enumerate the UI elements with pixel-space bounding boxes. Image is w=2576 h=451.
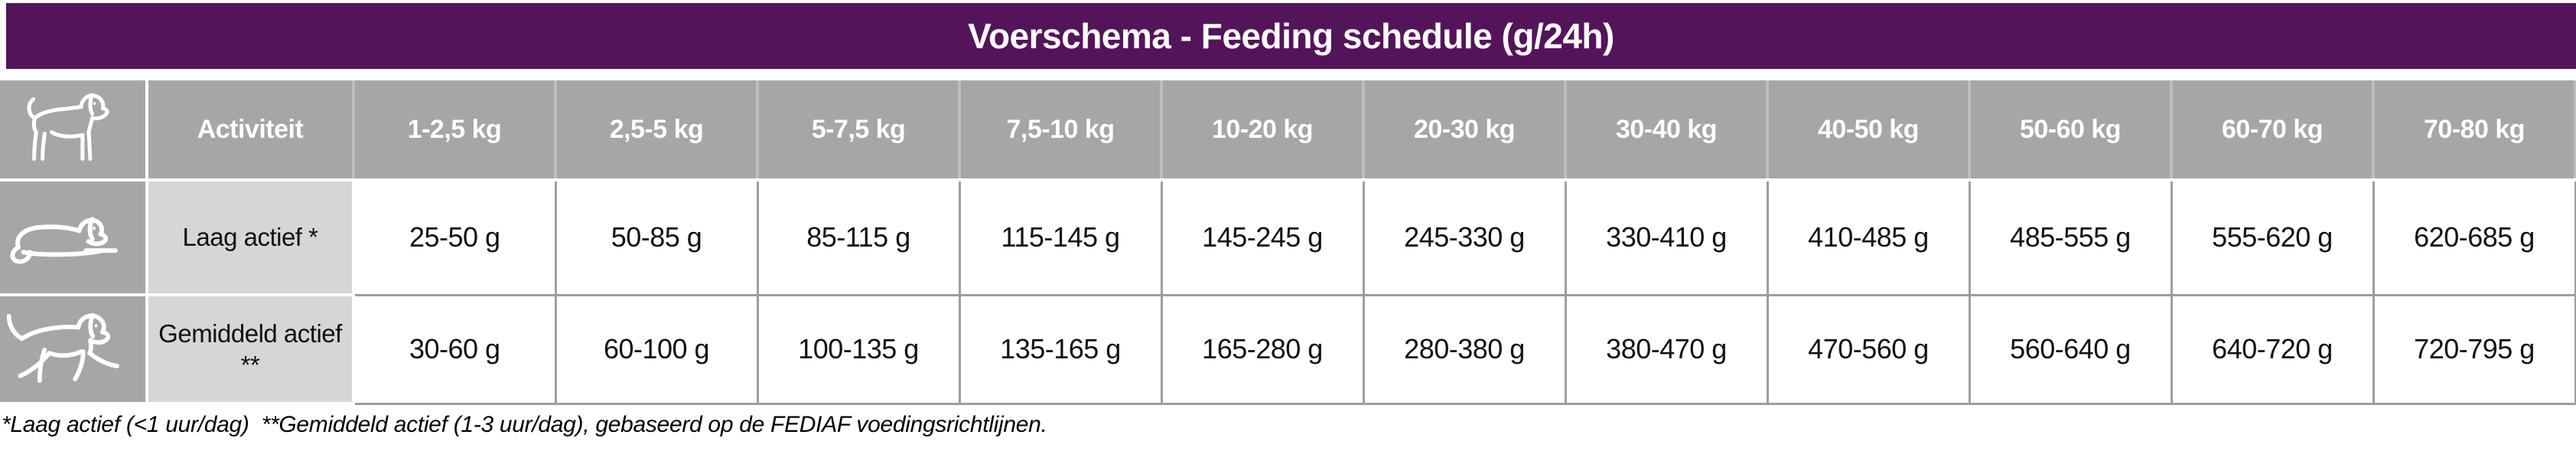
standing-dog-icon bbox=[27, 93, 109, 162]
weight-header-4: 10-20 kg bbox=[1161, 80, 1365, 181]
value-med-4: 165-280 g bbox=[1161, 295, 1365, 405]
activity-label-low: Laag actief * bbox=[147, 180, 355, 296]
title-bar: Voerschema - Feeding schedule (g/24h) bbox=[6, 3, 2576, 69]
value-low-2: 85-115 g bbox=[757, 180, 961, 296]
weight-header-1: 2,5-5 kg bbox=[555, 80, 759, 181]
value-med-1: 60-100 g bbox=[555, 295, 759, 405]
value-med-8: 560-640 g bbox=[1969, 295, 2173, 405]
lying-dog-icon-cell bbox=[0, 180, 148, 296]
activity-label-medium: Gemiddeld actief ** bbox=[147, 295, 355, 405]
weight-header-10: 70-80 kg bbox=[2373, 80, 2576, 181]
table-row-low-active: Laag actief * 25-50 g 50-85 g 85-115 g 1… bbox=[0, 180, 2576, 296]
weight-header-8: 50-60 kg bbox=[1969, 80, 2173, 181]
value-med-3: 135-165 g bbox=[959, 295, 1163, 405]
lying-dog-icon bbox=[10, 217, 118, 264]
feeding-schedule-table: Activiteit 1-2,5 kg 2,5-5 kg 5-7,5 kg 7,… bbox=[0, 80, 2576, 405]
value-low-10: 620-685 g bbox=[2373, 180, 2576, 296]
weight-header-3: 7,5-10 kg bbox=[959, 80, 1163, 181]
value-med-5: 280-380 g bbox=[1363, 295, 1567, 405]
value-med-6: 380-470 g bbox=[1565, 295, 1769, 405]
running-dog-icon bbox=[6, 312, 119, 384]
value-med-10: 720-795 g bbox=[2373, 295, 2576, 405]
activity-column-header: Activiteit bbox=[147, 80, 355, 181]
value-low-1: 50-85 g bbox=[555, 180, 759, 296]
value-low-4: 145-245 g bbox=[1161, 180, 1365, 296]
corner-icon-cell bbox=[0, 80, 148, 181]
value-med-2: 100-135 g bbox=[757, 295, 961, 405]
table-row-medium-active: Gemiddeld actief ** 30-60 g 60-100 g 100… bbox=[0, 295, 2576, 405]
value-low-8: 485-555 g bbox=[1969, 180, 2173, 296]
footnote: *Laag actief (<1 uur/dag) **Gemiddeld ac… bbox=[2, 412, 1047, 437]
weight-header-0: 1-2,5 kg bbox=[353, 80, 557, 181]
page-title: Voerschema - Feeding schedule (g/24h) bbox=[968, 16, 1614, 56]
weight-header-5: 20-30 kg bbox=[1363, 80, 1567, 181]
value-med-0: 30-60 g bbox=[353, 295, 557, 405]
weight-header-7: 40-50 kg bbox=[1767, 80, 1971, 181]
value-low-9: 555-620 g bbox=[2171, 180, 2375, 296]
running-dog-icon-cell bbox=[0, 295, 148, 405]
weight-header-9: 60-70 kg bbox=[2171, 80, 2375, 181]
value-low-3: 115-145 g bbox=[959, 180, 1163, 296]
weight-header-6: 30-40 kg bbox=[1565, 80, 1769, 181]
table-header-row: Activiteit 1-2,5 kg 2,5-5 kg 5-7,5 kg 7,… bbox=[0, 80, 2576, 181]
value-low-6: 330-410 g bbox=[1565, 180, 1769, 296]
value-low-5: 245-330 g bbox=[1363, 180, 1567, 296]
value-low-7: 410-485 g bbox=[1767, 180, 1971, 296]
weight-header-2: 5-7,5 kg bbox=[757, 80, 961, 181]
value-med-7: 470-560 g bbox=[1767, 295, 1971, 405]
value-low-0: 25-50 g bbox=[353, 180, 557, 296]
value-med-9: 640-720 g bbox=[2171, 295, 2375, 405]
